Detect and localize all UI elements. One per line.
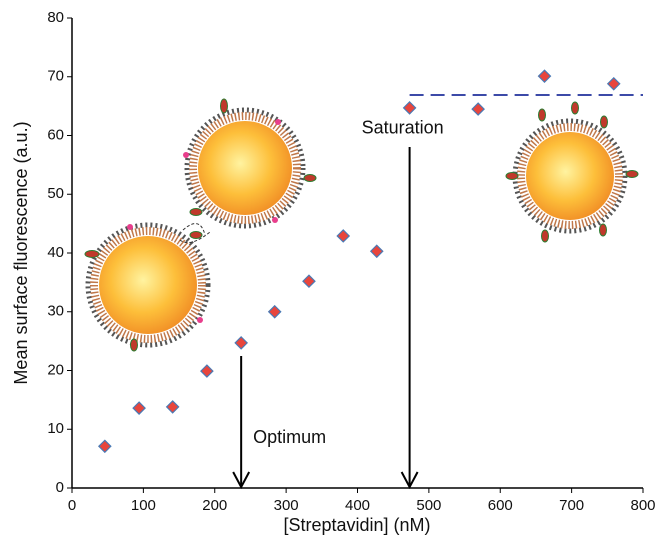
y-tick-label: 80 xyxy=(47,9,64,26)
x-tick-label: 700 xyxy=(559,497,584,514)
data-point xyxy=(606,76,621,91)
data-point xyxy=(302,274,316,289)
x-tick-label: 600 xyxy=(488,497,513,514)
x-tick-label: 500 xyxy=(416,497,441,514)
arrow-head xyxy=(232,471,251,490)
annotation-label: Optimum xyxy=(253,427,326,447)
data-point xyxy=(471,102,485,116)
liposome xyxy=(505,101,639,243)
x-tick-label: 0 xyxy=(68,497,76,514)
data-point xyxy=(132,401,146,415)
y-tick-label: 0 xyxy=(56,479,64,496)
y-tick-label: 60 xyxy=(47,126,64,143)
arrow-head xyxy=(400,471,419,490)
y-axis-label: Mean surface fluorescence (a.u.) xyxy=(11,121,31,384)
data-point xyxy=(165,400,180,414)
y-tick-label: 10 xyxy=(47,420,64,437)
y-tick-label: 20 xyxy=(47,361,64,378)
data-point xyxy=(369,244,384,259)
x-tick-label: 800 xyxy=(630,497,655,514)
y-tick-label: 50 xyxy=(47,185,64,202)
x-tick-label: 100 xyxy=(131,497,156,514)
data-point xyxy=(402,101,417,115)
data-point xyxy=(234,336,249,350)
illustration xyxy=(84,98,639,352)
data-point xyxy=(336,229,351,243)
liposome xyxy=(84,222,211,352)
data-point xyxy=(267,304,282,319)
x-tick-label: 200 xyxy=(202,497,227,514)
data-point xyxy=(200,364,214,378)
annotation-label: Saturation xyxy=(362,118,444,138)
x-tick-label: 300 xyxy=(274,497,299,514)
y-tick-label: 70 xyxy=(47,68,64,85)
liposome xyxy=(183,98,317,229)
x-tick-label: 400 xyxy=(345,497,370,514)
y-tick-label: 30 xyxy=(47,303,64,320)
x-axis-label: [Streptavidin] (nM) xyxy=(283,515,430,535)
y-tick-label: 40 xyxy=(47,244,64,261)
data-point xyxy=(537,69,552,84)
data-point xyxy=(97,439,112,454)
